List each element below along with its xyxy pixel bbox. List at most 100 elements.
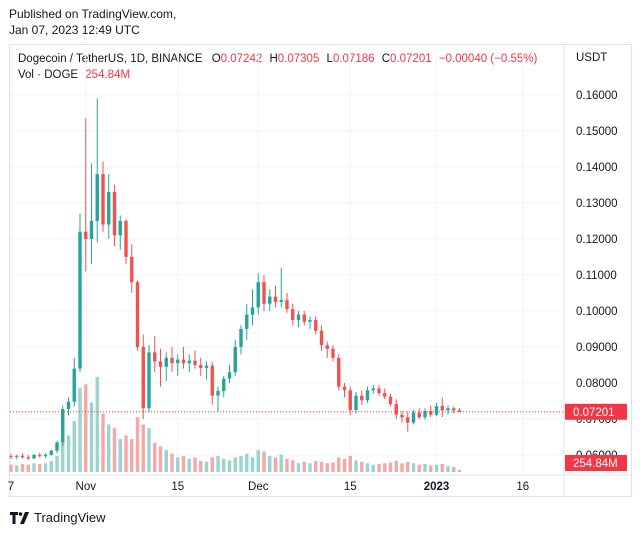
volume-bar [181,455,186,472]
volume-bar [268,455,272,472]
volume-bar [354,460,358,472]
candle-body [348,390,352,411]
volume-bar [135,417,140,472]
candle-body [210,365,214,396]
last-price-line: 0.07201 254.84M [10,403,627,471]
volume-bar [32,463,36,472]
volume-bar [170,453,174,472]
high-value: 0.07305 [277,53,320,65]
time-axis[interactable]: 7 Nov 15 Dec 15 2023 16 [8,481,529,493]
candle-body [222,378,226,391]
candle-body [124,220,128,257]
volume-bar [348,455,352,472]
volume-bar [55,455,59,472]
candle-body [49,450,53,455]
candle-body [55,442,59,451]
volume-bar [457,469,462,472]
time-tick-label: 15 [344,481,357,493]
time-tick-label: Nov [76,481,97,493]
candle-body [72,368,76,402]
publish-info: Published on TradingView.com, Jan 07, 20… [9,6,176,38]
candle-body [429,411,433,415]
candle-body [325,345,329,349]
volume-bar [38,463,42,472]
volume-bar [423,463,427,472]
volume-bar [296,463,301,472]
price-axis[interactable]: 0.16000 0.15000 0.14000 0.13000 0.12000 0.110… [576,90,618,462]
volume-bar [164,450,168,472]
volume-label[interactable]: Vol · DOGE [18,69,79,81]
candle-body [245,314,249,329]
currency-label[interactable]: USDT [576,52,608,64]
candle-body [239,328,243,347]
brand[interactable]: TradingView [10,510,106,525]
candle-body [423,411,427,418]
volume-bar [141,424,145,472]
candle-body [199,365,203,368]
candle-body [394,403,398,415]
candle-body [84,231,88,239]
price-tick-label: 0.12000 [576,234,618,246]
volume-bar [124,435,128,472]
volume-bar [417,464,421,472]
volume-bar [20,463,25,472]
volume-bar [308,463,312,472]
candle-body [440,406,444,411]
candle-body [291,309,295,320]
volume-bars [9,377,462,472]
candle-body [78,231,82,369]
volume-bar [15,465,19,472]
candle-body [193,360,197,366]
volume-bar [227,460,232,472]
candle-body [15,455,19,457]
candle-body [66,401,71,409]
candle-body [452,408,456,411]
candle-body [446,408,450,411]
candle-body [314,319,318,331]
time-tick-label: Dec [248,481,269,493]
volume-bar [187,458,191,472]
volume-bar [279,454,283,472]
volume-bar [107,424,111,472]
open-label: O [211,53,221,65]
candle-body [388,396,393,404]
volume-bar [291,460,295,472]
candle-body [457,410,462,412]
publish-line-1: Published on TradingView.com, [9,7,177,21]
volume-bar [233,457,237,472]
candle-body [187,360,191,364]
volume-legend: Vol · DOGE 254.84M [18,67,130,83]
volume-bar [61,442,65,472]
candle-body [285,300,289,310]
volume-bar [377,463,381,472]
price-tick-label: 0.14000 [576,162,618,174]
candle-body [101,174,105,225]
volume-bar [365,463,370,472]
candle-body [262,282,266,304]
candle-body [216,390,220,396]
volume-bar [147,428,151,472]
volume-bar [101,413,105,472]
volume-bar [452,466,456,472]
volume-bar [49,461,53,472]
low-label: L [326,53,333,65]
close-label: C [381,53,391,65]
publish-line-2: Jan 07, 2023 12:49 UTC [9,23,140,37]
candle-body [89,220,94,239]
volume-bar [112,428,117,472]
candle-body [411,412,416,423]
volume-bar [9,464,13,472]
symbol-title[interactable]: Dogecoin / TetherUS, 1D, BINANCE [18,53,203,65]
volume-bar [216,455,220,472]
volume-bar [199,461,203,472]
high-label: H [269,53,278,65]
volume-bar [158,446,163,472]
candle-body [61,408,65,443]
volume-bar [383,463,387,472]
candle-body [342,386,347,391]
volume-bar [78,387,82,472]
candle-body [112,192,117,236]
candle-body [147,352,151,409]
time-tick-label: 2023 [424,481,450,493]
